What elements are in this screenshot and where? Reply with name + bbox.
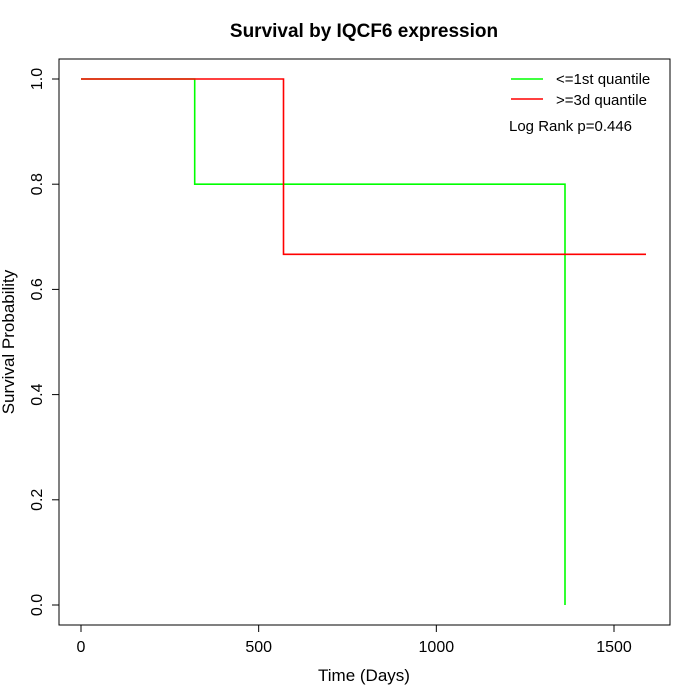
x-axis-label: Time (Days) <box>318 666 410 685</box>
plot-area-frame <box>58 58 671 626</box>
x-tick-label: 0 <box>77 639 86 656</box>
x-tick-label: 1500 <box>596 639 632 656</box>
y-tick-label: 0.0 <box>29 594 46 616</box>
series-line-0 <box>81 78 566 605</box>
x-tick-label: 1000 <box>419 639 455 656</box>
series-line-1 <box>81 78 646 256</box>
y-tick-label: 0.2 <box>29 489 46 511</box>
x-tick-label: 500 <box>245 639 272 656</box>
y-tick-label: 1.0 <box>29 68 46 90</box>
y-tick-label: 0.4 <box>29 383 46 405</box>
y-axis-label: Survival Probability <box>0 269 18 414</box>
legend-label-low: <=1st quantile <box>556 71 650 88</box>
y-tick-label: 0.8 <box>29 173 46 195</box>
legend-label-high: >=3d quantile <box>556 92 647 109</box>
x-axis: 0 500 1000 1500 <box>77 624 632 656</box>
legend: <=1st quantile >=3d quantile Log Rank p=… <box>509 71 650 135</box>
y-axis: 0.0 0.2 0.4 0.6 0.8 1.0 <box>29 68 60 616</box>
chart-title: Survival by IQCF6 expression <box>230 21 498 42</box>
log-rank-annotation: Log Rank p=0.446 <box>509 118 632 135</box>
series-layer <box>81 78 646 605</box>
y-tick-label: 0.6 <box>29 278 46 300</box>
